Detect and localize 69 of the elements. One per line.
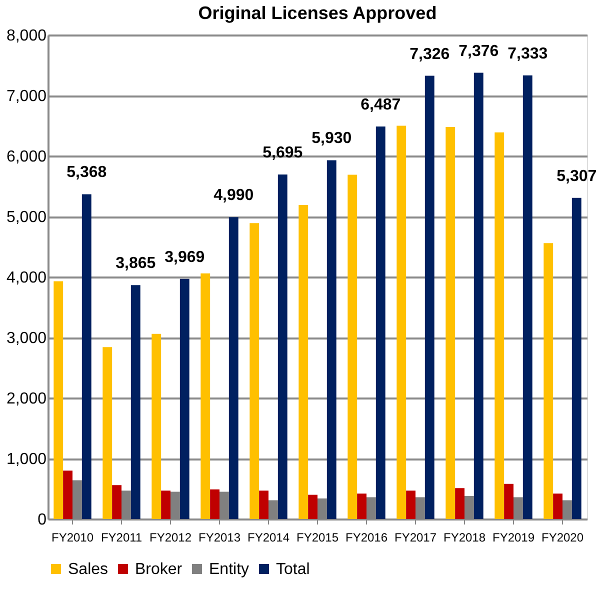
bar: [348, 174, 358, 519]
bar: [228, 217, 238, 519]
data-label: 5,695: [262, 144, 303, 162]
bar: [298, 205, 308, 519]
x-tick-label: FY2012: [149, 530, 192, 544]
bar: [200, 273, 210, 519]
y-tick-label: 2,000: [6, 390, 47, 408]
data-label: 7,333: [508, 45, 548, 62]
x-tick-label: FY2017: [394, 530, 437, 544]
bar: [308, 494, 318, 519]
y-tick-label: 8,000: [6, 28, 47, 44]
y-tick-label: 6,000: [6, 148, 47, 166]
x-tick-label: FY2011: [100, 530, 142, 544]
legend-label: Entity: [209, 561, 250, 578]
bar: [357, 494, 366, 519]
data-label: 5,930: [312, 130, 352, 148]
data-label: 5,307: [556, 168, 597, 185]
bar: [180, 278, 190, 519]
x-tick-label: FY2010: [51, 530, 94, 544]
bar: [474, 72, 484, 519]
data-label: 3,865: [116, 255, 156, 272]
x-tick-label: FY2019: [492, 530, 535, 544]
data-label: 3,969: [164, 248, 205, 266]
bar: [112, 485, 122, 519]
bar: [396, 126, 406, 519]
bar: [152, 334, 162, 519]
y-tick-label: 7,000: [6, 88, 47, 105]
x-tick-label: FY2013: [198, 530, 241, 544]
data-label: 7,376: [458, 42, 499, 60]
bar: [424, 76, 434, 519]
bar: [376, 126, 386, 519]
bar: [326, 160, 336, 519]
legend-label: Broker: [135, 561, 183, 578]
data-label: 6,487: [360, 96, 401, 114]
chart-title: Original Licenses Approved: [198, 3, 437, 23]
y-tick-label: 5,000: [6, 209, 47, 226]
bar: [572, 198, 582, 519]
y-tick-label: 4,000: [6, 270, 47, 286]
legend-label: Total: [276, 561, 310, 578]
bar: [250, 223, 260, 519]
bar: [161, 490, 170, 519]
bar: [494, 132, 504, 519]
y-tick-label: 0: [38, 512, 47, 528]
x-tick-label: FY2015: [296, 530, 339, 544]
data-label: 7,326: [410, 46, 450, 63]
bar: [504, 484, 514, 519]
y-tick-label: 3,000: [6, 330, 47, 347]
data-label: 4,990: [214, 187, 254, 204]
bar: [259, 490, 268, 519]
bar: [522, 75, 532, 519]
bar: [210, 489, 220, 519]
bar: [130, 285, 140, 519]
x-tick-label: FY2020: [541, 530, 584, 544]
bar: [278, 174, 288, 519]
y-tick-label: 1,000: [6, 451, 47, 468]
x-tick-label: FY2016: [345, 530, 388, 544]
bar: [446, 126, 456, 519]
data-label: 5,368: [66, 164, 107, 182]
bar: [82, 194, 92, 519]
bar: [406, 490, 416, 519]
bar: [455, 488, 464, 519]
bar: [553, 494, 562, 519]
x-tick-label: FY2018: [443, 530, 486, 544]
bar: [54, 281, 64, 519]
bar: [102, 347, 112, 519]
x-tick-label: FY2014: [247, 530, 290, 544]
bar: [544, 243, 554, 519]
legend-label: Sales: [68, 561, 108, 578]
bar: [63, 470, 72, 519]
